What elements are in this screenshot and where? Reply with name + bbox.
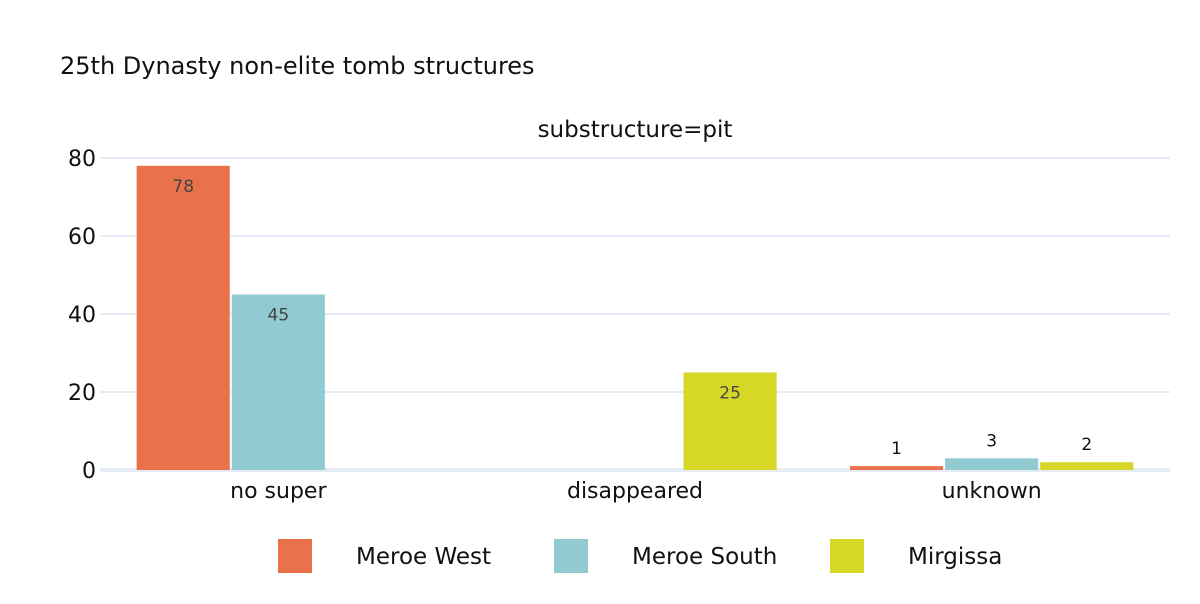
y-tick-label: 40 [68, 303, 96, 328]
legend-label: Meroe South [632, 544, 777, 570]
y-tick-label: 0 [82, 459, 96, 484]
y-axis-ticks: 0 20 40 60 80 [68, 147, 96, 484]
y-tick-label: 20 [68, 381, 96, 406]
legend: Meroe West Meroe South Mirgissa [278, 539, 1002, 573]
y-tick-label: 80 [68, 147, 96, 172]
bar [945, 458, 1039, 470]
chart-title: 25th Dynasty non-elite tomb structures [60, 52, 535, 80]
legend-label: Meroe West [356, 544, 491, 570]
x-tick-label: unknown [942, 479, 1042, 504]
y-tick-label: 60 [68, 225, 96, 250]
bar [136, 165, 230, 471]
bar [683, 372, 777, 470]
chart-subtitle: substructure=pit [538, 117, 733, 143]
legend-swatch [830, 539, 864, 573]
bar-value-label: 45 [268, 306, 290, 326]
bar-value-label: 78 [172, 177, 194, 197]
bar-value-label: 25 [719, 384, 741, 404]
x-tick-label: no super [230, 479, 327, 504]
bar-value-label: 2 [1081, 435, 1092, 455]
bar-value-label: 3 [986, 431, 997, 451]
bar-labels: 78 45 25 1 3 2 [172, 177, 1092, 459]
legend-item[interactable]: Mirgissa [830, 539, 1002, 573]
x-tick-label: disappeared [567, 479, 703, 504]
legend-item[interactable]: Meroe South [554, 539, 777, 573]
x-axis-ticks: no super disappeared unknown [230, 479, 1041, 504]
bar [231, 294, 325, 470]
legend-swatch [554, 539, 588, 573]
bar [1040, 462, 1134, 470]
bar [850, 466, 944, 470]
bars [136, 165, 1134, 471]
legend-item[interactable]: Meroe West [278, 539, 491, 573]
bar-value-label: 1 [891, 439, 902, 459]
legend-label: Mirgissa [908, 544, 1002, 570]
legend-swatch [278, 539, 312, 573]
